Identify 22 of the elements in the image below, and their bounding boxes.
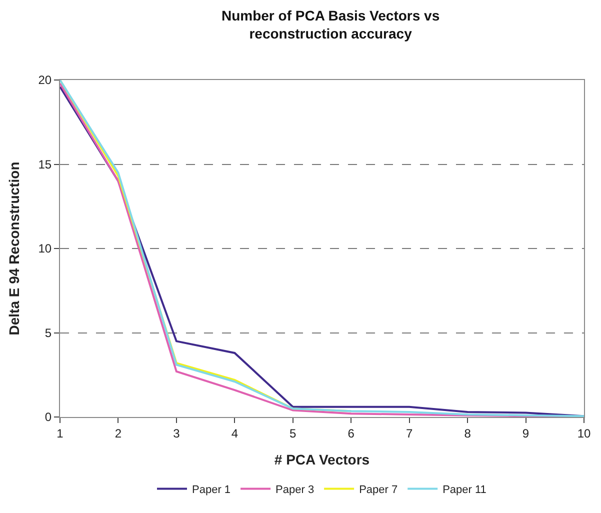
y-tick-label: 15 bbox=[38, 157, 52, 172]
chart-title: Number of PCA Basis Vectors vs reconstruction accuracy bbox=[221, 8, 440, 42]
legend-label: Paper 1 bbox=[192, 484, 231, 496]
x-tick-label: 6 bbox=[348, 426, 355, 440]
x-tick-label: 1 bbox=[56, 426, 64, 440]
legend-label: Paper 3 bbox=[276, 484, 314, 496]
x-tick-label: 3 bbox=[173, 426, 180, 440]
x-tick-label: 8 bbox=[464, 426, 472, 440]
x-tick-label: 9 bbox=[522, 426, 530, 440]
x-tick-label: 10 bbox=[577, 426, 591, 440]
x-tick-label: 7 bbox=[406, 426, 413, 440]
legend-label: Paper 11 bbox=[442, 484, 486, 496]
x-tick-label: 2 bbox=[114, 426, 122, 440]
x-tick-label: 4 bbox=[231, 426, 238, 440]
x-axis-title: # PCA Vectors bbox=[274, 452, 370, 468]
y-tick-label: 5 bbox=[44, 326, 52, 340]
legend-label: Paper 7 bbox=[359, 484, 398, 496]
y-tick-label: 10 bbox=[38, 242, 52, 256]
y-tick-label: 20 bbox=[38, 73, 52, 88]
y-axis-title: Delta E 94 Reconstruction bbox=[6, 162, 22, 336]
y-tick-label: 0 bbox=[44, 410, 52, 424]
x-tick-label: 5 bbox=[290, 426, 297, 440]
